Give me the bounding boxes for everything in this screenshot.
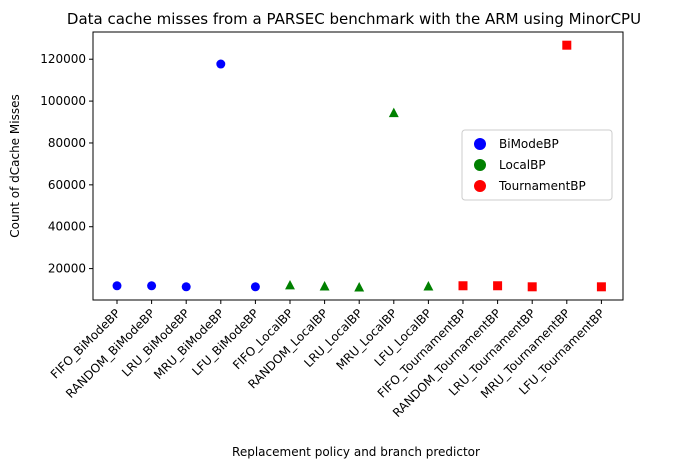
data-point [596,282,606,292]
legend: BiModeBP LocalBP TournamentBP [461,129,613,201]
y-tick-label: 80000 [48,136,86,150]
data-point [354,282,365,292]
data-point [181,282,191,292]
legend-label: TournamentBP [498,179,586,193]
x-tick-label: FIFO_LocalBP [230,306,296,372]
plot-frame [92,31,624,301]
y-tick-label: 100000 [40,94,86,108]
x-tick-label: MRU_LocalBP [333,306,400,373]
legend-label: BiModeBP [499,137,559,151]
legend-marker [474,180,486,192]
y-axis-label: Count of dCache Misses [8,94,22,237]
y-tick-label: 120000 [40,52,86,66]
data-point [527,282,537,292]
x-axis-label: Replacement policy and branch predictor [232,445,480,459]
legend-marker [474,138,486,150]
y-tick-label: 60000 [48,178,86,192]
data-point [285,279,295,290]
y-tick-label: 40000 [48,220,86,234]
plot-area: 20000400006000080000100000120000FIFO_BiM… [40,40,608,420]
data-point [250,282,260,292]
data-point [388,107,399,118]
y-tick-label: 20000 [48,262,86,276]
chart-title: Data cache misses from a PARSEC benchmar… [67,10,641,28]
data-point [493,281,503,291]
legend-label: LocalBP [499,158,546,172]
data-point [423,280,434,291]
data-point [112,281,122,291]
data-point [562,40,572,50]
data-point [216,59,226,69]
data-point [458,281,468,291]
data-point [319,280,330,291]
data-point [147,281,157,291]
legend-frame [461,129,613,201]
legend-marker [474,159,486,171]
